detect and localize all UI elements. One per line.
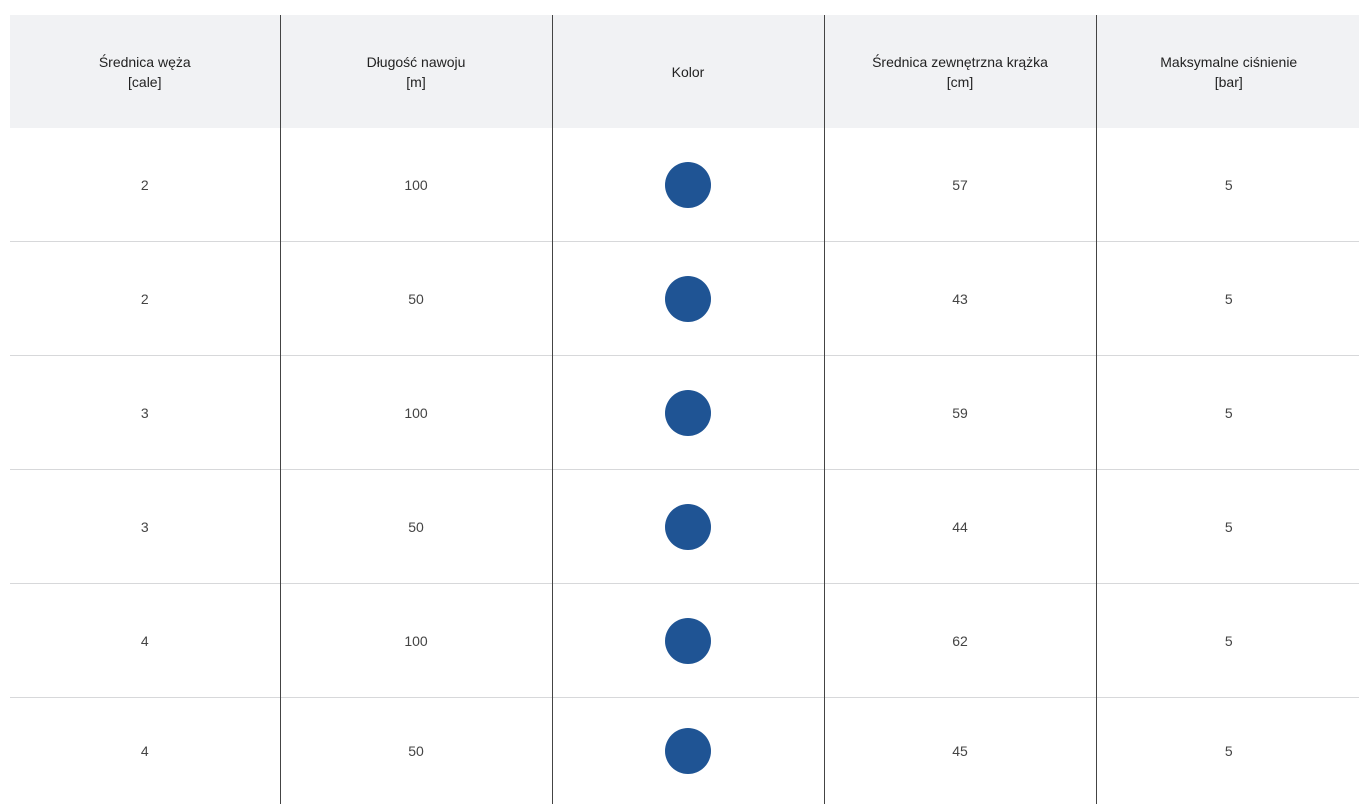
cell-outer-diameter: 59 xyxy=(824,356,1096,470)
cell-hose-diameter: 3 xyxy=(10,356,280,470)
header-max-pressure: Maksymalne ciśnienie [bar] xyxy=(1096,15,1359,128)
header-color: Kolor xyxy=(552,15,824,128)
header-coil-length: Długość nawoju [m] xyxy=(280,15,552,128)
table-header: Średnica węża [cale] Długość nawoju [m] … xyxy=(10,15,1359,128)
color-swatch xyxy=(665,276,711,322)
header-unit: [cale] xyxy=(10,72,280,92)
cell-hose-diameter: 4 xyxy=(10,584,280,698)
cell-color xyxy=(552,698,824,804)
table-row: 4 100 62 5 xyxy=(10,584,1359,698)
cell-coil-length: 50 xyxy=(280,470,552,584)
header-title: Średnica węża xyxy=(99,54,191,70)
table-row: 2 100 57 5 xyxy=(10,128,1359,242)
cell-color xyxy=(552,242,824,356)
hose-spec-table: Średnica węża [cale] Długość nawoju [m] … xyxy=(10,15,1359,804)
cell-max-pressure: 5 xyxy=(1096,584,1359,698)
header-hose-diameter: Średnica węża [cale] xyxy=(10,15,280,128)
header-title: Kolor xyxy=(672,64,705,80)
cell-max-pressure: 5 xyxy=(1096,698,1359,804)
header-unit: [cm] xyxy=(825,72,1096,92)
cell-coil-length: 100 xyxy=(280,356,552,470)
cell-max-pressure: 5 xyxy=(1096,356,1359,470)
cell-coil-length: 50 xyxy=(280,698,552,804)
cell-hose-diameter: 3 xyxy=(10,470,280,584)
header-title: Maksymalne ciśnienie xyxy=(1160,54,1297,70)
cell-outer-diameter: 57 xyxy=(824,128,1096,242)
cell-max-pressure: 5 xyxy=(1096,242,1359,356)
cell-color xyxy=(552,584,824,698)
header-unit: [m] xyxy=(281,72,552,92)
table-row: 3 100 59 5 xyxy=(10,356,1359,470)
table-row: 3 50 44 5 xyxy=(10,470,1359,584)
cell-color xyxy=(552,356,824,470)
cell-color xyxy=(552,470,824,584)
color-swatch xyxy=(665,728,711,774)
header-unit: [bar] xyxy=(1097,72,1359,92)
cell-coil-length: 100 xyxy=(280,128,552,242)
color-swatch xyxy=(665,390,711,436)
cell-coil-length: 100 xyxy=(280,584,552,698)
cell-color xyxy=(552,128,824,242)
header-title: Długość nawoju xyxy=(367,54,466,70)
cell-outer-diameter: 62 xyxy=(824,584,1096,698)
cell-coil-length: 50 xyxy=(280,242,552,356)
hose-spec-table-container: Średnica węża [cale] Długość nawoju [m] … xyxy=(10,15,1359,804)
cell-max-pressure: 5 xyxy=(1096,128,1359,242)
cell-max-pressure: 5 xyxy=(1096,470,1359,584)
table-body: 2 100 57 5 2 50 43 5 3 100 59 5 3 xyxy=(10,128,1359,804)
color-swatch xyxy=(665,504,711,550)
header-row: Średnica węża [cale] Długość nawoju [m] … xyxy=(10,15,1359,128)
cell-hose-diameter: 2 xyxy=(10,128,280,242)
table-row: 2 50 43 5 xyxy=(10,242,1359,356)
table-row: 4 50 45 5 xyxy=(10,698,1359,804)
color-swatch xyxy=(665,162,711,208)
cell-outer-diameter: 43 xyxy=(824,242,1096,356)
cell-hose-diameter: 4 xyxy=(10,698,280,804)
cell-hose-diameter: 2 xyxy=(10,242,280,356)
header-title: Średnica zewnętrzna krążka xyxy=(872,54,1048,70)
cell-outer-diameter: 45 xyxy=(824,698,1096,804)
header-outer-diameter: Średnica zewnętrzna krążka [cm] xyxy=(824,15,1096,128)
cell-outer-diameter: 44 xyxy=(824,470,1096,584)
color-swatch xyxy=(665,618,711,664)
